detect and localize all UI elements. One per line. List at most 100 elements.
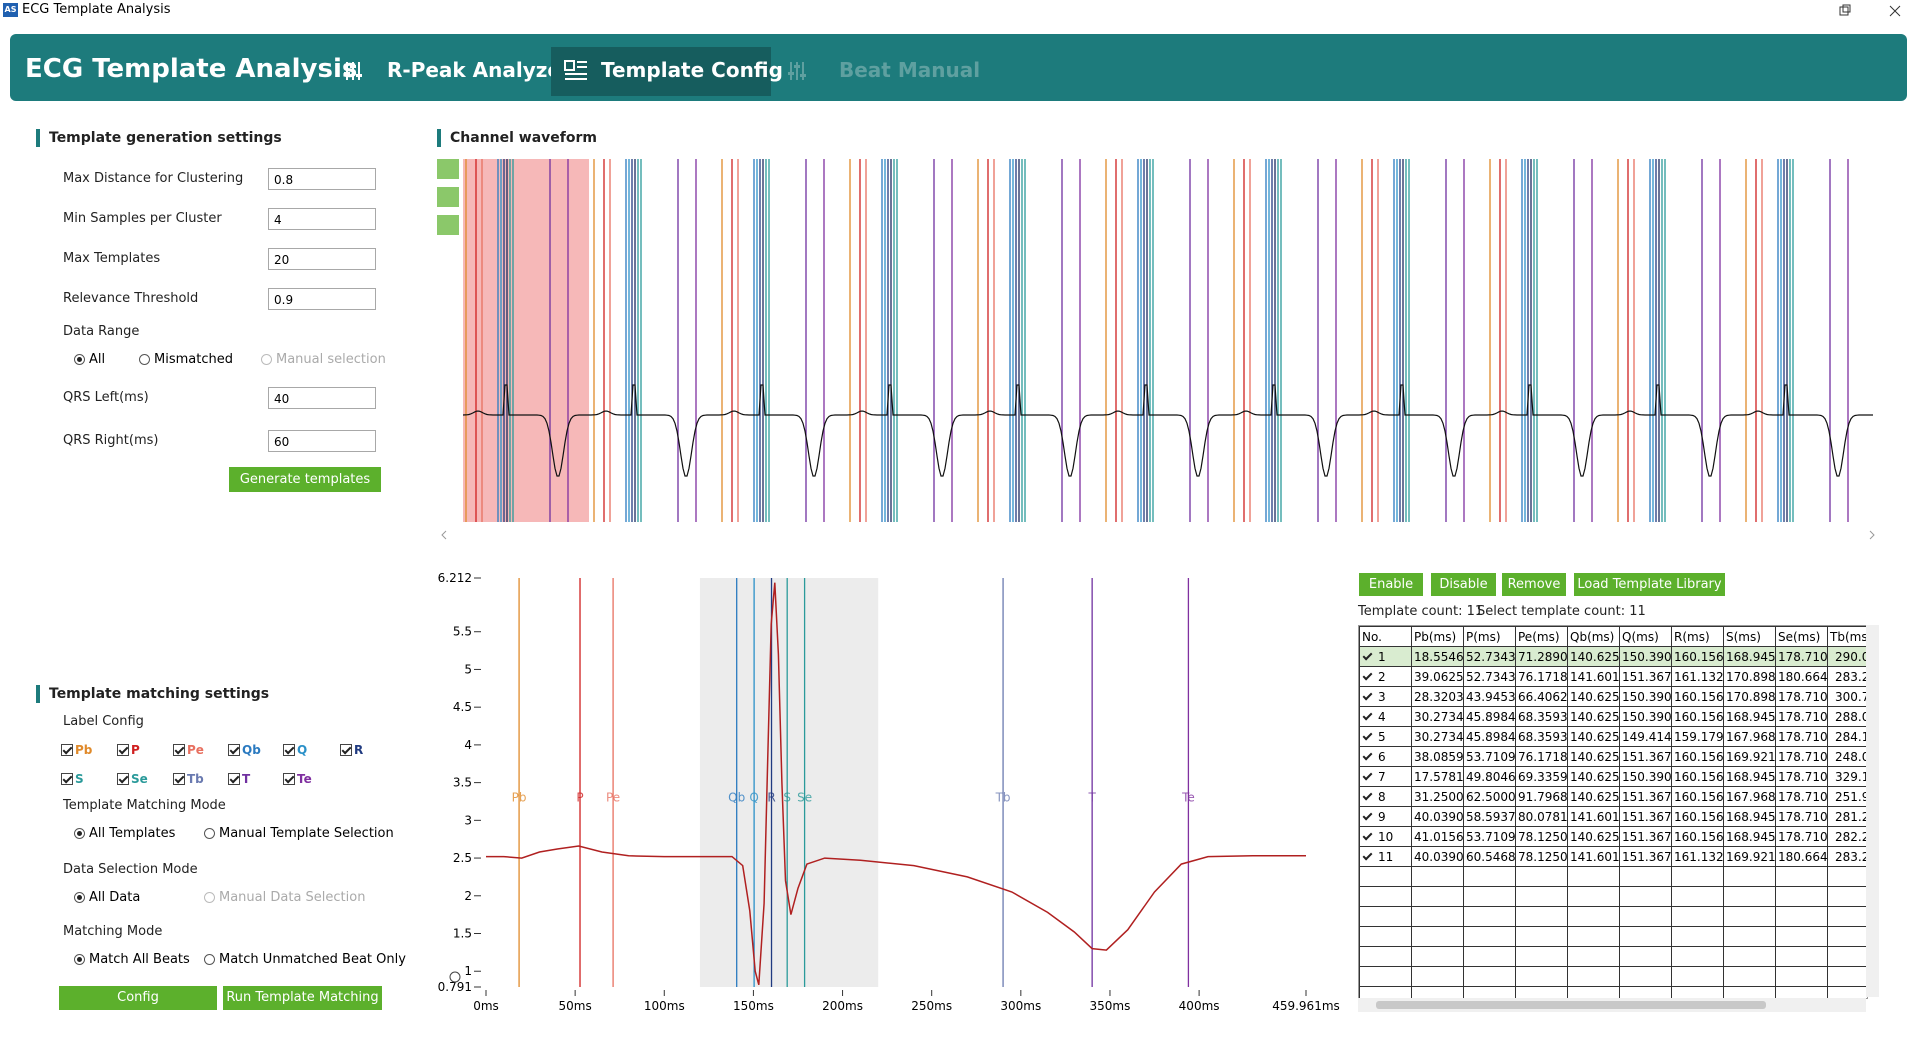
table-cell: 17.5781 xyxy=(1411,766,1464,787)
label-checkbox[interactable]: P xyxy=(117,743,140,757)
tab-label[interactable]: R-Peak Analyze xyxy=(387,58,561,82)
cell-text: 160.156 xyxy=(1674,689,1724,704)
x-tick-label: 150ms xyxy=(733,999,774,1013)
text-input[interactable]: 0.9 xyxy=(268,288,376,310)
empty-cell xyxy=(1359,906,1412,927)
label-checkbox[interactable]: Pb xyxy=(61,743,92,757)
tab-label[interactable]: Template Config xyxy=(601,58,783,82)
tab-label[interactable]: Beat Manual xyxy=(839,58,981,82)
row-check[interactable] xyxy=(1362,851,1372,861)
table-cell: 251.95 xyxy=(1827,786,1867,807)
cell-text: 167.968 xyxy=(1726,789,1776,804)
table-cell: 178.710 xyxy=(1775,726,1828,747)
text-input[interactable]: 4 xyxy=(268,208,376,230)
table-row[interactable]: 7 17.5781 49.8046 69.3359 140.625 150.390 160.… xyxy=(1359,766,1867,787)
text-input[interactable]: 40 xyxy=(268,387,376,409)
tab-icon[interactable] xyxy=(564,60,588,86)
radio-option[interactable]: All Templates xyxy=(74,826,175,841)
tab-icon[interactable] xyxy=(787,60,807,86)
label-checkbox[interactable]: Qb xyxy=(228,743,261,757)
table-row[interactable]: 4 30.2734 45.8984 68.3593 140.625 150.390 160.… xyxy=(1359,706,1867,727)
label-checkbox[interactable]: S xyxy=(61,772,84,786)
row-check[interactable] xyxy=(1362,671,1372,681)
empty-cell xyxy=(1359,866,1412,887)
table-row[interactable]: 5 30.2734 45.8984 68.3593 140.625 149.414 159.… xyxy=(1359,726,1867,747)
table-button[interactable]: Load Template Library xyxy=(1574,573,1725,596)
app-title: ECG Template Analysis xyxy=(25,54,358,84)
row-check[interactable] xyxy=(1362,711,1372,721)
cell-text: 140.625 xyxy=(1570,769,1620,784)
cell-text: 62.5000 xyxy=(1466,789,1516,804)
row-check[interactable] xyxy=(1362,751,1372,761)
radio-option[interactable]: Mismatched xyxy=(139,352,233,367)
table-button[interactable]: Remove xyxy=(1502,573,1566,596)
table-button[interactable]: Disable xyxy=(1431,573,1496,596)
window-controls[interactable] xyxy=(1835,4,1905,18)
label-checkbox[interactable]: Se xyxy=(117,772,148,786)
label-checkbox[interactable]: Q xyxy=(283,743,307,757)
cell-text: 169.921 xyxy=(1726,849,1776,864)
waveform-tool xyxy=(437,159,459,179)
shaded-region xyxy=(699,578,879,987)
table-row[interactable]: 11 40.0390 60.5468 78.1250 141.601 151.367 161… xyxy=(1359,846,1867,867)
table-row[interactable]: 3 28.3203 43.9453 66.4062 140.625 150.390 160.… xyxy=(1359,686,1867,707)
table-row[interactable]: 1 18.5546 52.7343 71.2890 140.625 150.390 160.… xyxy=(1359,646,1867,667)
x-tick-label: 459.961ms xyxy=(1272,999,1340,1013)
label-checkbox[interactable]: R xyxy=(340,743,363,757)
row-check[interactable] xyxy=(1362,731,1372,741)
cell-text: 5 xyxy=(1378,729,1386,744)
checkbox-label: Tb xyxy=(187,772,204,786)
radio-option[interactable]: All xyxy=(74,352,105,367)
label-checkbox[interactable]: Pe xyxy=(173,743,204,757)
active-tab[interactable] xyxy=(551,47,771,96)
empty-cell xyxy=(1775,946,1828,967)
row-check[interactable] xyxy=(1362,691,1372,701)
run-button[interactable]: Run Template Matching xyxy=(223,986,382,1010)
table-cell: 141.601 xyxy=(1567,806,1620,827)
table-cell: 43.9453 xyxy=(1463,686,1516,707)
radio-option[interactable]: Match Unmatched Beat Only xyxy=(204,952,406,967)
tab-icon[interactable] xyxy=(343,60,363,86)
table-button[interactable]: Enable xyxy=(1359,573,1423,596)
row-check[interactable] xyxy=(1362,651,1372,661)
table-cell: 91.7968 xyxy=(1515,786,1568,807)
text-input[interactable]: 20 xyxy=(268,248,376,270)
cell-text: 160.156 xyxy=(1674,709,1724,724)
table-row[interactable]: 8 31.2500 62.5000 91.7968 140.625 151.367 160.… xyxy=(1359,786,1867,807)
generate-button[interactable]: Generate templates xyxy=(229,467,381,492)
text-input[interactable]: 60 xyxy=(268,430,376,452)
label-checkbox[interactable]: Tb xyxy=(173,772,204,786)
cell-text: 8 xyxy=(1378,789,1386,804)
label-checkbox[interactable]: T xyxy=(228,772,250,786)
empty-cell xyxy=(1567,906,1620,927)
cell-text: 140.625 xyxy=(1570,689,1620,704)
table-cell: 68.3593 xyxy=(1515,706,1568,727)
table-cell: 168.945 xyxy=(1723,806,1776,827)
count-text: Select template count: 11 xyxy=(1477,604,1646,619)
radio-option[interactable]: All Data xyxy=(74,890,140,905)
radio-option[interactable]: Manual Template Selection xyxy=(204,826,394,841)
row-check[interactable] xyxy=(1362,791,1372,801)
empty-cell xyxy=(1567,926,1620,947)
text-input[interactable]: 0.8 xyxy=(268,168,376,190)
v-scrollbar[interactable] xyxy=(1866,625,1879,997)
table-row[interactable]: 9 40.0390 58.5937 80.0781 141.601 151.367 160.… xyxy=(1359,806,1867,827)
row-check[interactable] xyxy=(1362,771,1372,781)
cell-text: 45.8984 xyxy=(1466,709,1516,724)
scroll-arrows xyxy=(441,530,1875,540)
table-cell: 159.179 xyxy=(1671,726,1724,747)
radio-label: All Data xyxy=(89,890,141,905)
table-cell: 76.1718 xyxy=(1515,746,1568,767)
table-row[interactable]: 10 41.0156 53.7109 78.1250 140.625 151.367 160… xyxy=(1359,826,1867,847)
radio-option[interactable]: Match All Beats xyxy=(74,952,190,967)
label-checkbox[interactable]: Te xyxy=(283,772,312,786)
row-check[interactable] xyxy=(1362,811,1372,821)
row-check[interactable] xyxy=(1362,831,1372,841)
cell-text: 159.179 xyxy=(1674,729,1724,744)
table-row[interactable]: 2 39.0625 52.7343 76.1718 141.601 151.367 161.… xyxy=(1359,666,1867,687)
h-scroll-thumb[interactable] xyxy=(1376,1001,1766,1009)
config-button[interactable]: Config xyxy=(59,986,217,1010)
table-row[interactable]: 6 38.0859 53.7109 76.1718 140.625 151.367 160.… xyxy=(1359,746,1867,767)
empty-cell xyxy=(1463,866,1516,887)
cell-text: 3 xyxy=(1378,689,1386,704)
